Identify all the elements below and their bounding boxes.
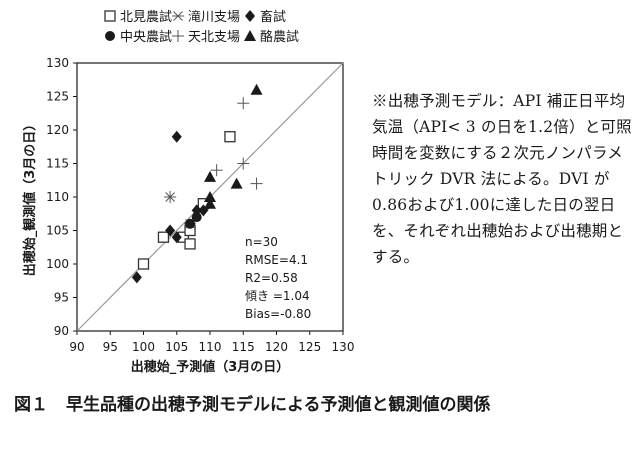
legend-marker [245, 10, 255, 22]
y-tick-label: 90 [54, 324, 69, 338]
x-tick-label: 100 [132, 340, 155, 354]
data-point [171, 130, 182, 143]
x-tick-label: 120 [265, 340, 288, 354]
data-point [157, 231, 170, 243]
x-tick-label: 110 [199, 340, 222, 354]
legend-item: 北見農試 [104, 9, 172, 25]
y-tick-label: 100 [46, 257, 69, 271]
x-axis-label: 出穂始_予測値（3月の日） [131, 359, 290, 375]
series [185, 212, 202, 229]
legend-item: 滝川支場 [172, 10, 240, 25]
data-point [171, 231, 182, 244]
y-axis-ticks: 90 95 100 105 110 115 120 125 130 [46, 56, 77, 338]
x-tick-label: 90 [69, 340, 84, 354]
legend-label: 北見農試 [120, 9, 172, 25]
figure-caption: 図１ 早生品種の出穂予測モデルによる予測値と観測値の関係 [14, 392, 614, 418]
y-tick-label: 130 [46, 56, 69, 70]
legend-marker [104, 10, 116, 22]
legend-marker [172, 11, 184, 21]
data-point [237, 157, 250, 170]
figure-number: 図１ [14, 395, 48, 415]
legend-item: 中央農試 [105, 29, 172, 45]
x-tick-label: 115 [232, 340, 255, 354]
y-tick-label: 110 [46, 190, 69, 204]
stats-line: Bias=-0.80 [245, 307, 311, 321]
series [164, 97, 263, 203]
legend-label: 滝川支場 [188, 10, 240, 25]
data-point [250, 83, 263, 95]
y-tick-label: 105 [46, 224, 69, 238]
stats-line: R2=0.58 [245, 271, 298, 285]
x-axis-ticks: 90 95 100 105 110 115 120 125 130 [69, 331, 354, 354]
series [137, 131, 236, 270]
legend-label: 畜試 [260, 9, 286, 25]
data-point [204, 170, 216, 182]
stats-line: n=30 [245, 235, 278, 249]
data-point [230, 177, 243, 189]
series [204, 83, 263, 209]
data-points [131, 83, 263, 284]
model-note: ※出穂予測モデル：API 補正日平均気温（API< 3 の日を1.2倍）と可照時… [372, 92, 632, 266]
legend-label: 天北支場 [188, 30, 240, 45]
data-point [250, 177, 263, 190]
x-tick-label: 130 [332, 340, 355, 354]
legend-marker [105, 31, 115, 41]
x-tick-label: 105 [165, 340, 188, 354]
legend-label: 中央農試 [120, 29, 172, 45]
y-tick-label: 115 [46, 157, 69, 171]
data-point [224, 131, 236, 143]
legend-marker [172, 30, 184, 42]
y-axis-label: 出穂始_観測値（3月の日） [22, 118, 38, 277]
data-point [184, 238, 196, 250]
data-point [210, 164, 223, 177]
y-tick-label: 95 [54, 291, 69, 305]
legend-item: 畜試 [245, 9, 286, 25]
data-point [237, 97, 250, 110]
legend-label: 酪農試 [260, 29, 299, 45]
legend-item: 酪農試 [244, 29, 299, 45]
legend-marker [244, 30, 256, 41]
y-tick-label: 120 [46, 123, 69, 137]
data-point [165, 224, 176, 237]
data-point [191, 212, 202, 223]
data-point [131, 271, 142, 284]
stats-line: RMSE=4.1 [245, 253, 308, 267]
y-tick-label: 125 [46, 90, 69, 104]
data-point [204, 191, 216, 202]
stats-line: 傾き =1.04 [245, 289, 310, 303]
x-tick-label: 125 [298, 340, 321, 354]
x-tick-label: 95 [103, 340, 118, 354]
data-point [164, 191, 177, 203]
figure-caption-text: 早生品種の出穂予測モデルによる予測値と観測値の関係 [66, 395, 491, 415]
legend-item: 天北支場 [172, 30, 240, 45]
data-point [204, 197, 216, 209]
data-point [137, 258, 150, 270]
data-point [185, 218, 196, 229]
stats-box: n=30 RMSE=4.1 R2=0.58 傾き =1.04 Bias=-0.80 [245, 235, 311, 321]
